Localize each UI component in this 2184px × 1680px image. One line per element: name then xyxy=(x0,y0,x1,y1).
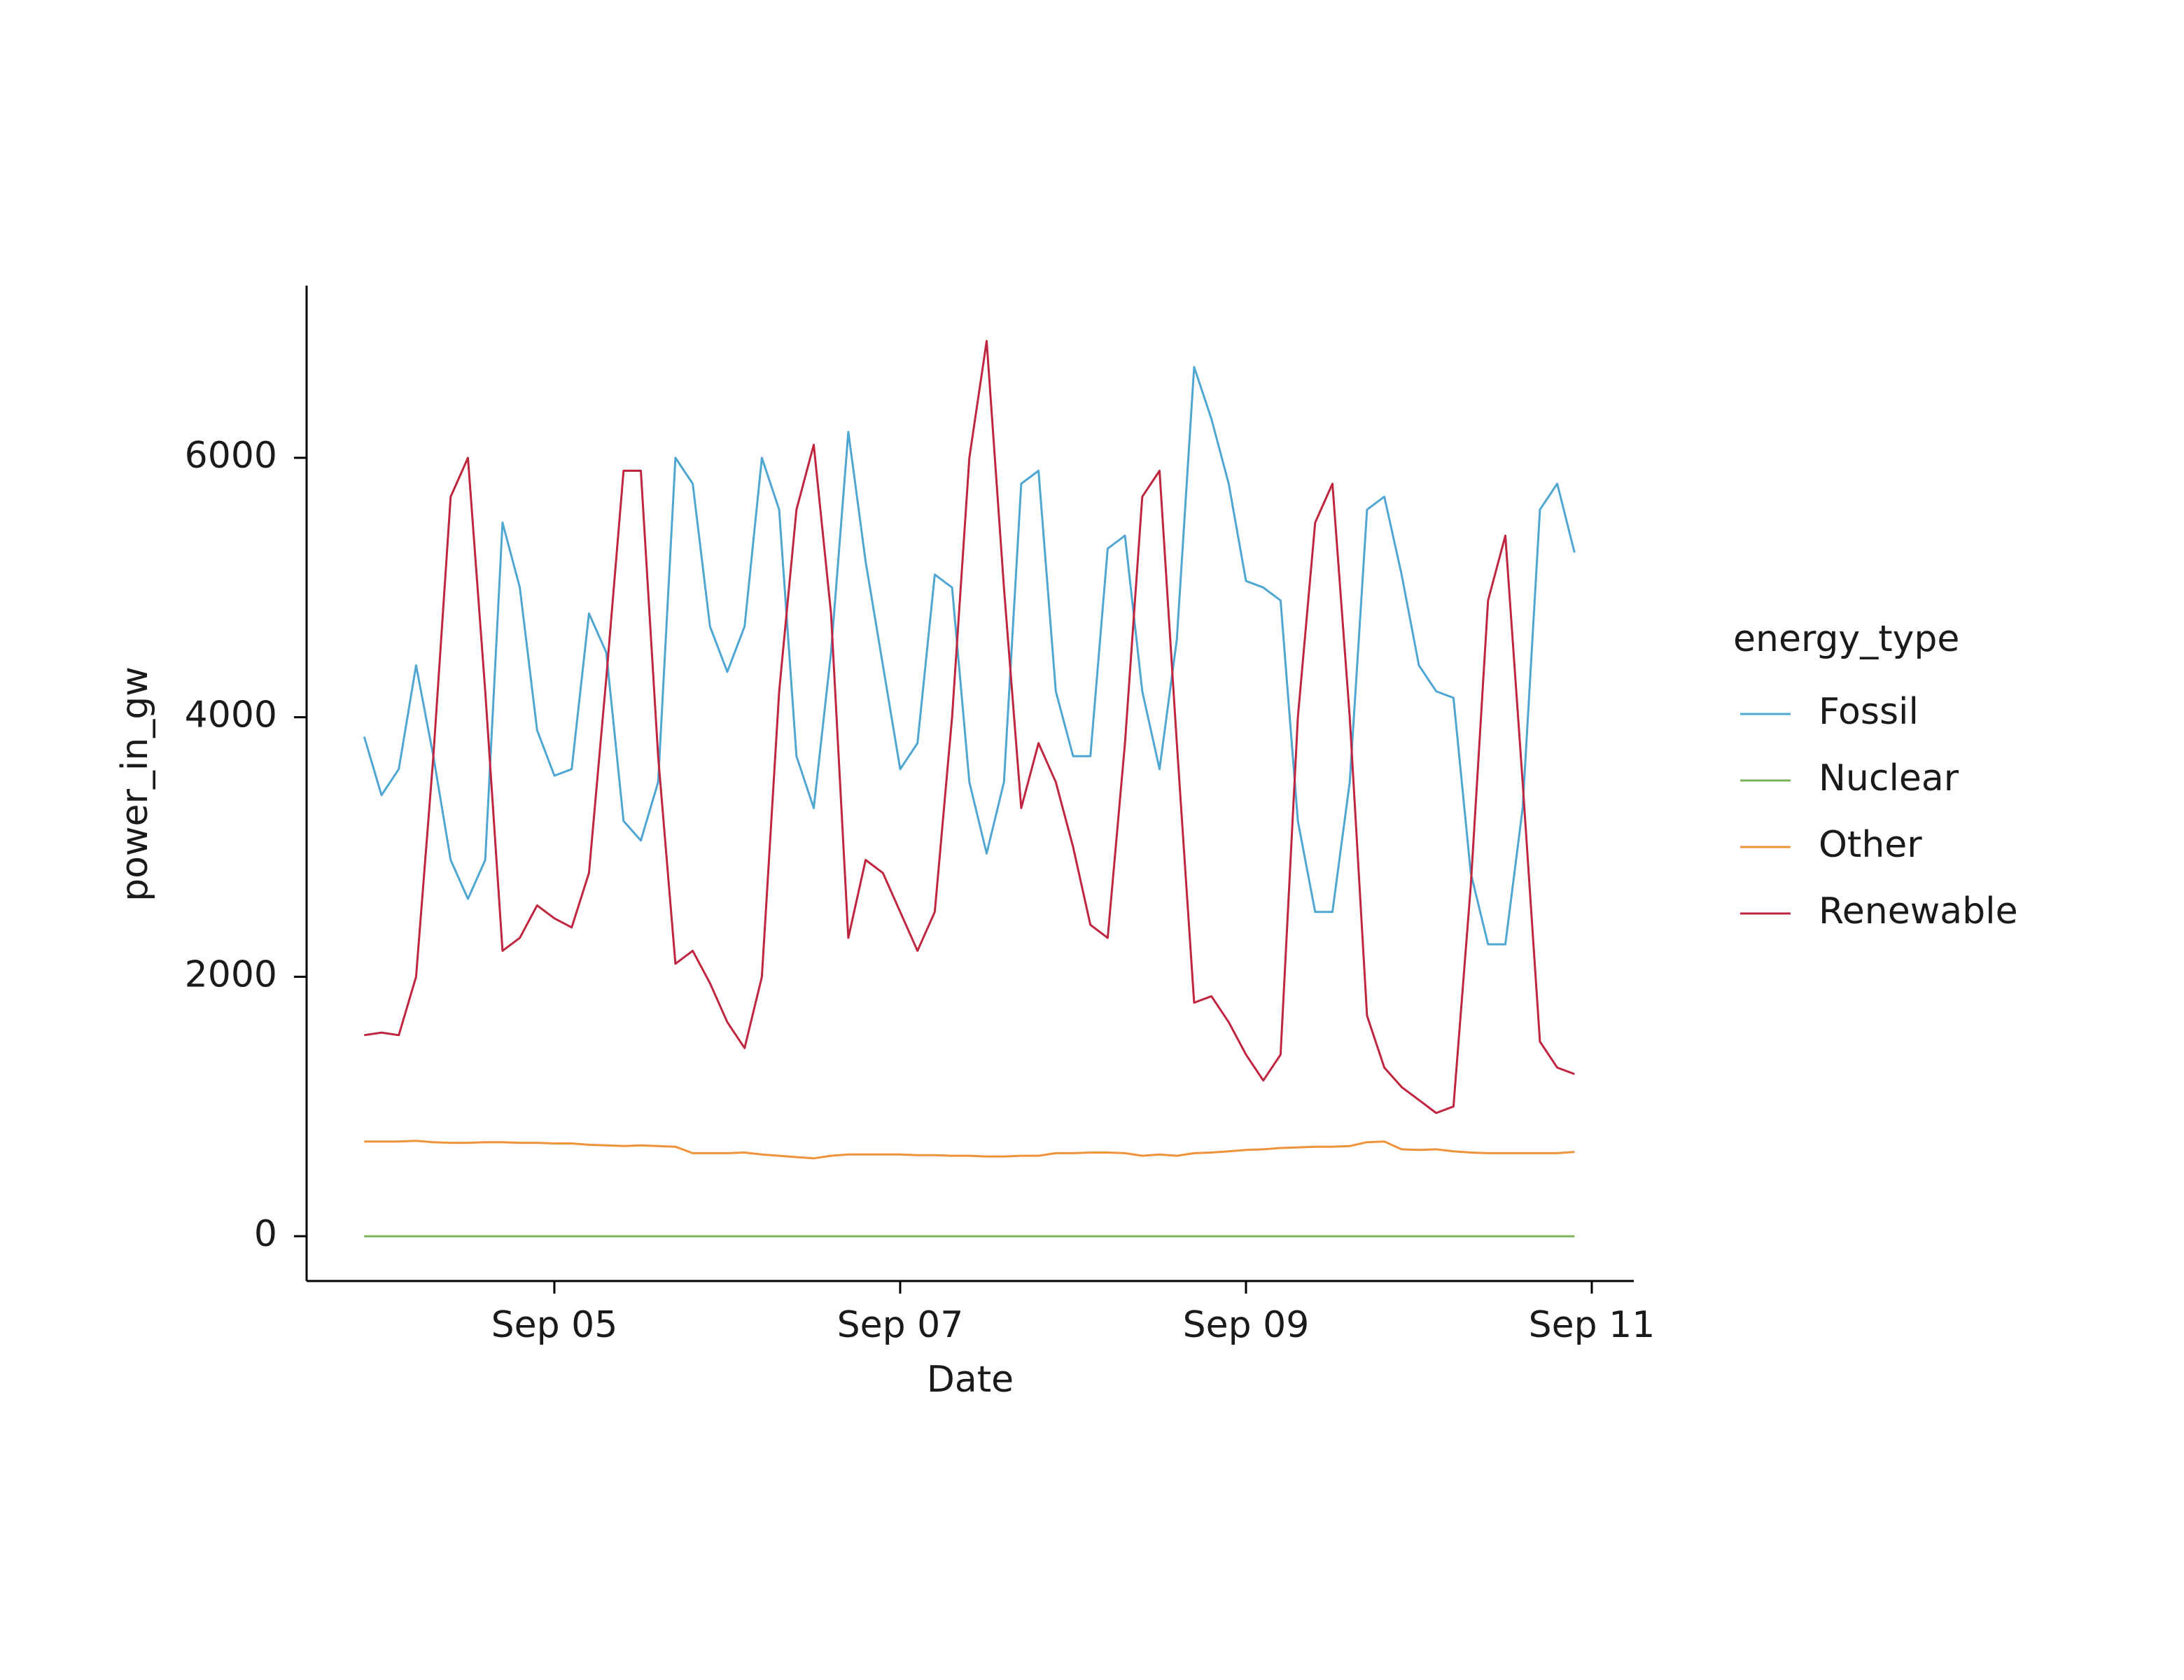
line-series xyxy=(363,365,1576,946)
x-tick-label: Sep 07 xyxy=(837,1304,964,1346)
x-tick-label: Sep 09 xyxy=(1183,1304,1310,1346)
legend-label: Nuclear xyxy=(1819,757,1959,799)
y-tick-label: 2000 xyxy=(185,953,277,995)
legend-label: Other xyxy=(1819,824,1922,866)
legend-label: Renewable xyxy=(1819,890,2018,932)
line-series xyxy=(364,340,1575,1114)
legend-label: Fossil xyxy=(1819,691,1919,733)
y-tick-label: 0 xyxy=(254,1213,277,1255)
x-tick-label: Sep 11 xyxy=(1529,1304,1656,1346)
y-tick-label: 6000 xyxy=(185,435,277,477)
legend-title: energy_type xyxy=(1733,618,1959,660)
x-tick-label: Sep 05 xyxy=(491,1304,618,1346)
y-tick-label: 4000 xyxy=(185,694,277,736)
y-axis-label: power_in_gw xyxy=(114,666,156,902)
line-series xyxy=(364,1140,1575,1160)
x-axis-label: Date xyxy=(927,1359,1014,1401)
